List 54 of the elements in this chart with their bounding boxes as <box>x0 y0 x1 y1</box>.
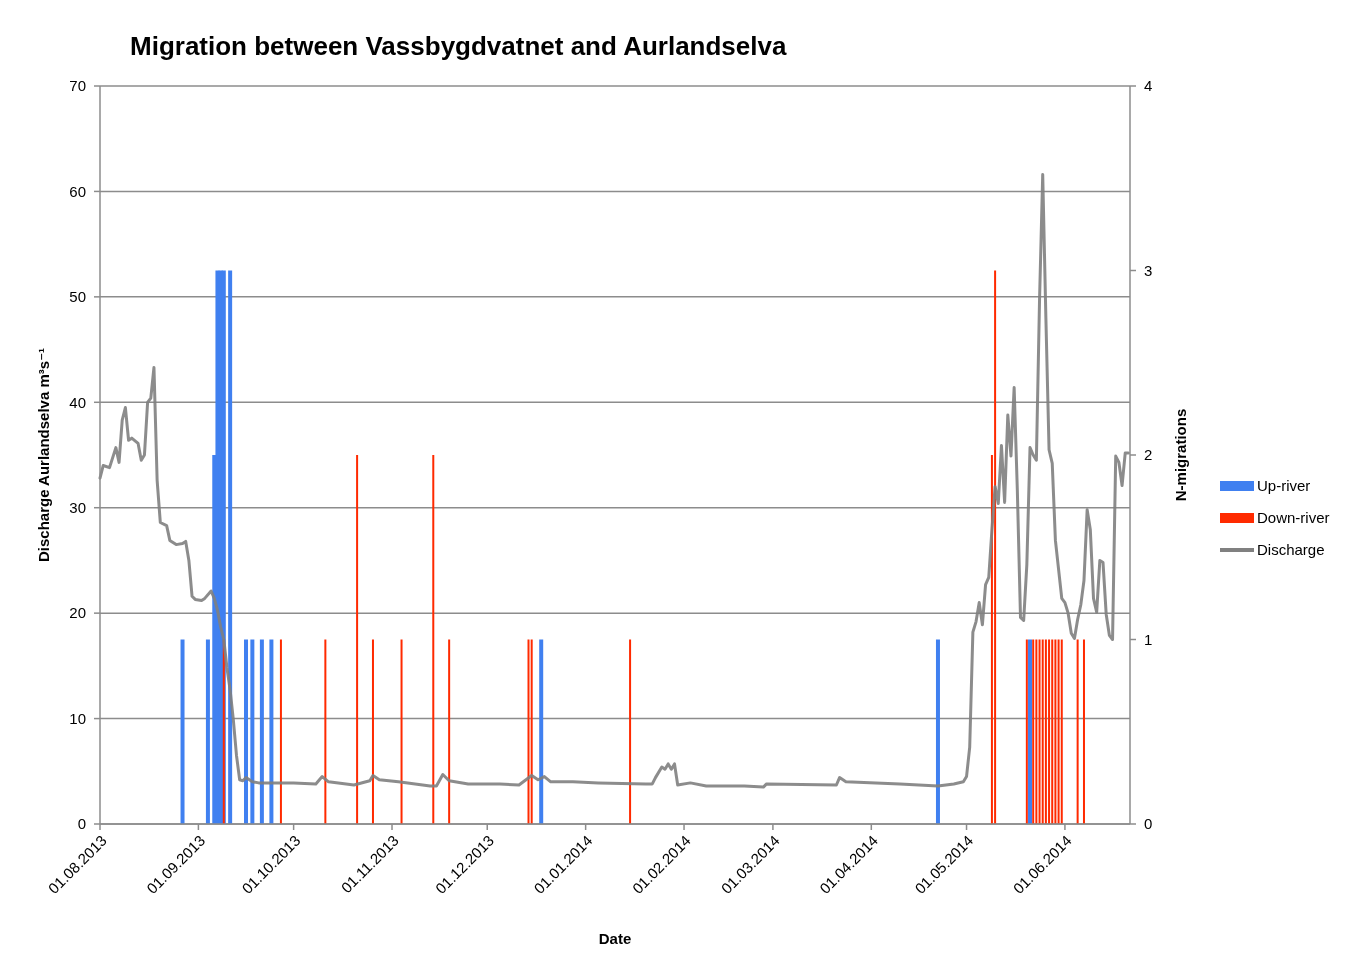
x-axis-title: Date <box>598 930 632 947</box>
bar <box>935 639 940 824</box>
bar <box>356 455 359 824</box>
bar <box>324 639 327 824</box>
y2-tick-label: 0 <box>1144 815 1153 833</box>
bar <box>1060 639 1063 824</box>
bar <box>994 270 997 824</box>
bar <box>205 639 210 824</box>
bar <box>1044 639 1047 824</box>
bar <box>1057 639 1060 824</box>
bar <box>1082 639 1085 824</box>
bar <box>269 639 274 824</box>
y-tick-label: 50 <box>69 288 86 306</box>
bar <box>228 270 233 824</box>
bar <box>629 639 632 824</box>
y2-tick-label: 1 <box>1144 630 1153 648</box>
bar <box>180 639 185 824</box>
bar <box>250 639 255 824</box>
bar <box>1076 639 1079 824</box>
y2-tick-label: 3 <box>1144 261 1153 279</box>
bar <box>1032 639 1035 824</box>
bar <box>527 639 530 824</box>
bar <box>539 639 544 824</box>
y-tick-label: 20 <box>69 604 86 622</box>
y2-tick-label: 4 <box>1144 77 1153 95</box>
y-tick-label: 60 <box>69 182 86 200</box>
bar <box>1041 639 1044 824</box>
legend-label: Down-river <box>1257 509 1330 527</box>
y-axis-title: Discharge Aurlandselva m³s⁻¹ <box>35 347 52 563</box>
y-tick-label: 30 <box>69 498 86 516</box>
y2-axis-title: N-migrations <box>1172 408 1189 502</box>
y-tick-label: 0 <box>77 815 86 833</box>
legend-label: Discharge <box>1257 541 1325 559</box>
legend-label: Up-river <box>1257 477 1311 495</box>
bar <box>448 639 451 824</box>
y-tick-label: 70 <box>69 77 86 95</box>
bar <box>1035 639 1038 824</box>
bar <box>259 639 264 824</box>
bar <box>1025 639 1028 824</box>
bar <box>400 639 403 824</box>
y2-tick-label: 2 <box>1144 446 1153 464</box>
bar <box>530 639 533 824</box>
bar <box>1048 639 1051 824</box>
bar <box>1038 639 1041 824</box>
y-tick-label: 10 <box>69 709 86 727</box>
bar <box>1051 639 1054 824</box>
bar <box>1054 639 1057 824</box>
bar <box>244 639 249 824</box>
bar <box>371 639 374 824</box>
y-tick-label: 40 <box>69 393 86 411</box>
chart-title: Migration between Vassbygdvatnet and Aurlandselva <box>130 31 787 61</box>
bar <box>1028 639 1033 824</box>
bar <box>432 455 435 824</box>
bar <box>279 639 282 824</box>
